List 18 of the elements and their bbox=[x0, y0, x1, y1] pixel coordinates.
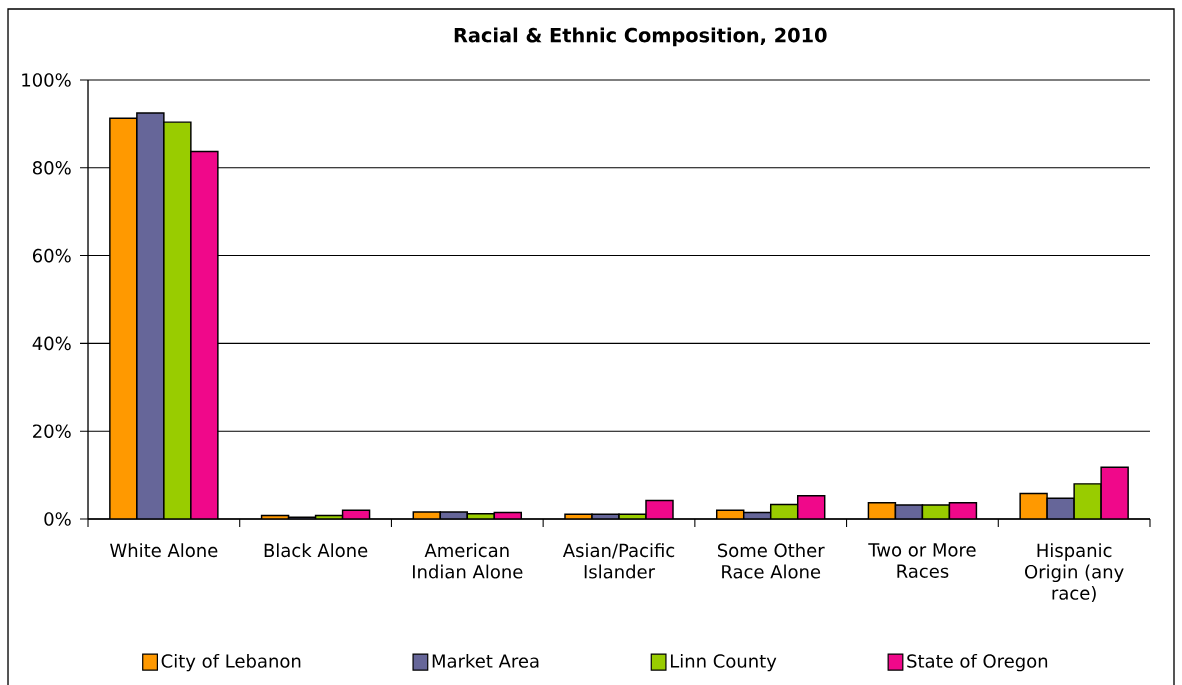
x-tick-label: Asian/Pacific Islander bbox=[562, 543, 675, 579]
y-tick-label: 80% bbox=[32, 160, 71, 175]
x-tick-label: Black Alone bbox=[264, 543, 368, 558]
legend-label: Linn County bbox=[670, 653, 777, 672]
y-tick-label: 0% bbox=[44, 512, 71, 526]
x-tick-label: Some Other Race Alone bbox=[717, 543, 825, 579]
legend-label: State of Oregon bbox=[907, 653, 1048, 672]
x-tick-label: American Indian Alone bbox=[413, 543, 523, 579]
y-tick-label: 60% bbox=[32, 248, 71, 263]
x-tick-label: Two or More Races bbox=[868, 543, 976, 578]
y-tick-label: 40% bbox=[32, 336, 71, 351]
y-tick-label: 100% bbox=[22, 73, 71, 87]
x-tick-label: White Alone bbox=[110, 543, 218, 558]
legend-label: Market Area bbox=[432, 653, 539, 668]
legend-label: City of Lebanon bbox=[161, 653, 301, 672]
chart-title: Racial & Ethnic Composition, 2010 bbox=[454, 27, 827, 47]
y-tick-label: 20% bbox=[33, 424, 71, 438]
x-tick-label: Hispanic Origin (any race) bbox=[1025, 543, 1124, 602]
